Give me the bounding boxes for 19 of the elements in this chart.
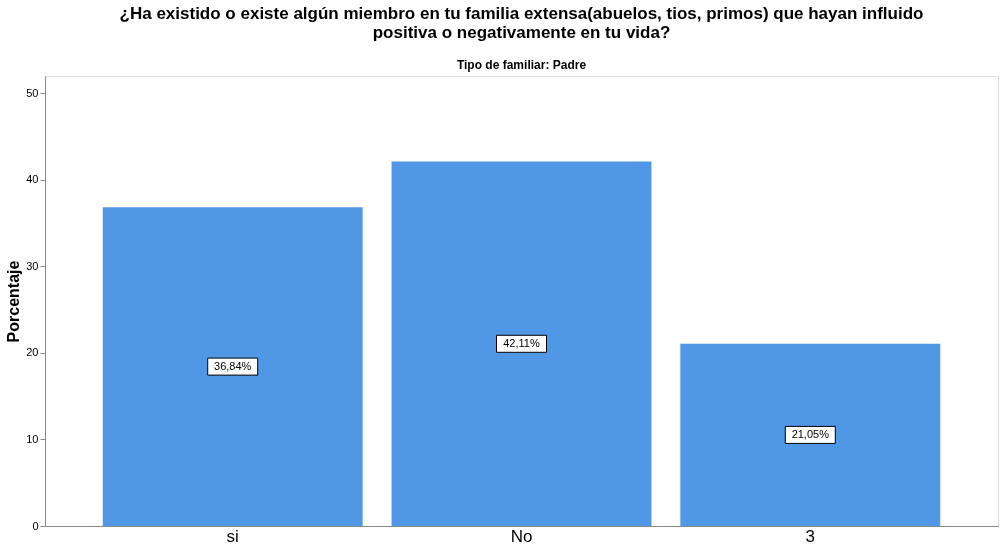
chart-subtitle: Tipo de familiar: Padre <box>456 58 587 72</box>
bar <box>102 207 363 526</box>
y-tick-label: 20 <box>26 346 39 359</box>
y-tick-label: 30 <box>26 259 39 272</box>
text: positiva o negativamente en tu vida? <box>372 23 671 42</box>
y-tick-label: 40 <box>26 173 39 186</box>
x-tick-label: 3 <box>805 526 816 546</box>
bar <box>680 343 941 526</box>
x-tick-label: si <box>226 526 239 546</box>
y-tick-label: 50 <box>26 86 39 99</box>
data-label: 42,11% <box>503 336 540 349</box>
y-tick-label: 0 <box>32 519 39 532</box>
text: ¿Ha existido o existe algún miembro en tu familia extensa(abuelos, tios, primos) que hayan influido <box>119 4 924 23</box>
x-tick-label: No <box>510 526 533 546</box>
data-label: 21,05% <box>791 427 830 440</box>
bar <box>391 161 652 526</box>
y-tick-label: 10 <box>26 432 39 445</box>
data-label: 36,84% <box>214 359 252 372</box>
y-axis-title: Porcentaje <box>5 260 23 343</box>
